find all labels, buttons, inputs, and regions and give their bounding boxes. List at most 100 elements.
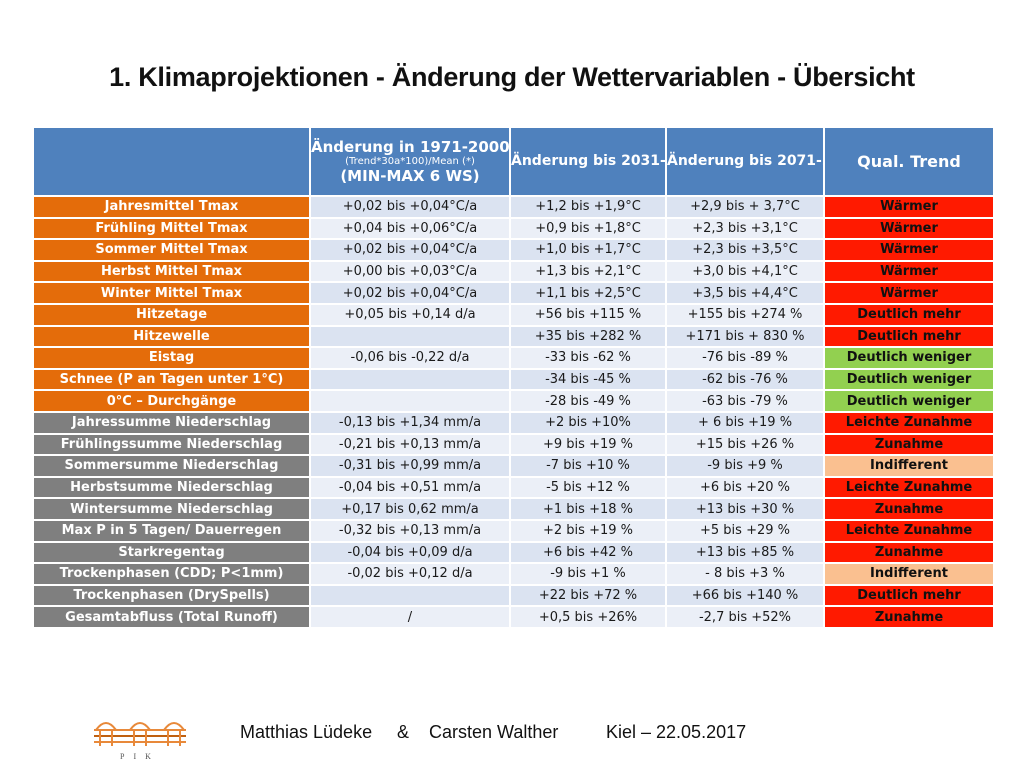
trend-cell: Wärmer	[823, 259, 995, 284]
table-row: Trockenphasen (DrySpells) +22 bis +72 % +6…	[32, 583, 995, 608]
footer-author-1: Matthias Lüdeke	[240, 722, 373, 742]
cell-2031-2060: -9 bis +1 %	[509, 562, 667, 586]
trend-cell: Deutlich weniger	[823, 367, 995, 392]
pik-logo: PIK	[94, 722, 186, 761]
page-title: 1. Klimaprojektionen - Änderung der Wett…	[109, 62, 915, 92]
cell-2031-2060: +0,5 bis +26%	[509, 605, 667, 629]
trend-cell: Wärmer	[823, 281, 995, 305]
footer-place-date: Kiel – 22.05.2017	[606, 722, 747, 742]
cell-2031-2060: +6 bis +42 %	[509, 540, 667, 565]
cell-2071-2100: +2,3 bis +3,1°C	[665, 216, 825, 241]
trend-cell: Zunahme	[823, 497, 995, 521]
cell-2031-2060: +1,1 bis +2,5°C	[509, 281, 667, 305]
trend-cell: Wärmer	[823, 195, 995, 219]
header-col1-main: Änderung in 1971-2000	[311, 137, 510, 156]
cell-2071-2100: +171 bis + 830 %	[665, 324, 825, 349]
header-blank	[32, 126, 311, 197]
row-label: Gesamtabfluss (Total Runoff)	[32, 605, 311, 629]
table-row: Schnee (P an Tagen unter 1°C) -34 bis -45…	[32, 367, 995, 392]
table-row: Winter Mittel Tmax +0,02 bis +0,04°C/a +1,…	[32, 281, 995, 305]
trend-cell: Leichte Zunahme	[823, 518, 995, 543]
trend-cell: Deutlich mehr	[823, 324, 995, 349]
trend-cell: Indifferent	[823, 562, 995, 586]
table-row: Frühling Mittel Tmax +0,04 bis +0,06°C/a +…	[32, 216, 995, 241]
table-row: Sommer Mittel Tmax +0,02 bis +0,04°C/a +1,…	[32, 238, 995, 262]
trend-cell: Deutlich weniger	[823, 389, 995, 413]
cell-1971-2000	[309, 367, 511, 392]
table-row: Max P in 5 Tagen/ Dauerregen -0,32 bis +0…	[32, 518, 995, 543]
table-row: Hitzetage +0,05 bis +0,14 d/a +56 bis +115…	[32, 302, 995, 327]
cell-2071-2100: + 6 bis +19 %	[665, 410, 825, 435]
cell-2031-2060: +22 bis +72 %	[509, 583, 667, 608]
cell-2031-2060: +9 bis +19 %	[509, 432, 667, 457]
row-label: Jahressumme Niederschlag	[32, 410, 311, 435]
cell-1971-2000: +0,17 bis 0,62 mm/a	[309, 497, 511, 521]
cell-1971-2000: -0,32 bis +0,13 mm/a	[309, 518, 511, 543]
row-label: Schnee (P an Tagen unter 1°C)	[32, 367, 311, 392]
cell-1971-2000: -0,31 bis +0,99 mm/a	[309, 454, 511, 478]
table-row: 0°C – Durchgänge -28 bis -49 % -63 bis -79…	[32, 389, 995, 413]
cell-2031-2060: -28 bis -49 %	[509, 389, 667, 413]
trend-cell: Zunahme	[823, 540, 995, 565]
table-row: Trockenphasen (CDD; P<1mm) -0,02 bis +0,1…	[32, 562, 995, 586]
trend-cell: Deutlich weniger	[823, 346, 995, 370]
cell-1971-2000: +0,04 bis +0,06°C/a	[309, 216, 511, 241]
trend-cell: Leichte Zunahme	[823, 410, 995, 435]
cell-2071-2100: +3,0 bis +4,1°C	[665, 259, 825, 284]
cell-2031-2060: +0,9 bis +1,8°C	[509, 216, 667, 241]
row-label: Sommersumme Niederschlag	[32, 454, 311, 478]
header-col4: Qual. Trend	[823, 126, 995, 197]
cell-2031-2060: -5 bis +12 %	[509, 475, 667, 500]
cell-2071-2100: -62 bis -76 %	[665, 367, 825, 392]
cell-1971-2000	[309, 389, 511, 413]
cell-2071-2100: +2,3 bis +3,5°C	[665, 238, 825, 262]
header-col1-sub: (Trend*30a*100)/Mean (*)	[345, 155, 475, 167]
cell-1971-2000	[309, 583, 511, 608]
trend-cell: Indifferent	[823, 454, 995, 478]
header-col2: Änderung bis 2031-2060 (*) (MIN-MAX 9 GZ…	[509, 126, 667, 197]
cell-2031-2060: +1,2 bis +1,9°C	[509, 195, 667, 219]
cell-1971-2000: -0,21 bis +0,13 mm/a	[309, 432, 511, 457]
trend-cell: Wärmer	[823, 238, 995, 262]
table-row: Starkregentag -0,04 bis +0,09 d/a +6 bis +…	[32, 540, 995, 565]
header-col1: Änderung in 1971-2000 (Trend*30a*100)/Me…	[309, 126, 511, 197]
cell-1971-2000: -0,02 bis +0,12 d/a	[309, 562, 511, 586]
cell-2031-2060: -34 bis -45 %	[509, 367, 667, 392]
table-row: Wintersumme Niederschlag +0,17 bis 0,62 m…	[32, 497, 995, 521]
cell-1971-2000	[309, 324, 511, 349]
cell-2071-2100: -76 bis -89 %	[665, 346, 825, 370]
cell-1971-2000: -0,06 bis -0,22 d/a	[309, 346, 511, 370]
trend-cell: Deutlich mehr	[823, 583, 995, 608]
row-label: Starkregentag	[32, 540, 311, 565]
cell-2071-2100: -63 bis -79 %	[665, 389, 825, 413]
header-col3: Änderung bis 2071-2100 (*) (MIN-MAX 9 GZ…	[665, 126, 825, 197]
table-row: Herbstsumme Niederschlag -0,04 bis +0,51 …	[32, 475, 995, 500]
cell-2031-2060: -33 bis -62 %	[509, 346, 667, 370]
row-label: Herbst Mittel Tmax	[32, 259, 311, 284]
cell-2071-2100: +6 bis +20 %	[665, 475, 825, 500]
row-label: Eistag	[32, 346, 311, 370]
cell-2071-2100: +3,5 bis +4,4°C	[665, 281, 825, 305]
pik-logo-text: PIK	[120, 752, 160, 761]
row-label: Trockenphasen (CDD; P<1mm)	[32, 562, 311, 586]
cell-2031-2060: +1 bis +18 %	[509, 497, 667, 521]
cell-1971-2000: -0,13 bis +1,34 mm/a	[309, 410, 511, 435]
table-row: Sommersumme Niederschlag -0,31 bis +0,99 …	[32, 454, 995, 478]
cell-2031-2060: +56 bis +115 %	[509, 302, 667, 327]
row-label: Jahresmittel Tmax	[32, 195, 311, 219]
row-label: Wintersumme Niederschlag	[32, 497, 311, 521]
cell-2071-2100: +66 bis +140 %	[665, 583, 825, 608]
cell-2071-2100: +5 bis +29 %	[665, 518, 825, 543]
cell-2071-2100: -2,7 bis +52%	[665, 605, 825, 629]
cell-2031-2060: +2 bis +19 %	[509, 518, 667, 543]
cell-2071-2100: +2,9 bis + 3,7°C	[665, 195, 825, 219]
table-row: Jahresmittel Tmax +0,02 bis +0,04°C/a +1,2…	[32, 195, 995, 219]
cell-2031-2060: +1,0 bis +1,7°C	[509, 238, 667, 262]
table-row: Eistag -0,06 bis -0,22 d/a -33 bis -62 % -7…	[32, 346, 995, 370]
trend-cell: Wärmer	[823, 216, 995, 241]
cell-2071-2100: - 8 bis +3 %	[665, 562, 825, 586]
cell-2071-2100: +13 bis +85 %	[665, 540, 825, 565]
cell-2031-2060: +2 bis +10%	[509, 410, 667, 435]
table-row: Herbst Mittel Tmax +0,00 bis +0,03°C/a +1,…	[32, 259, 995, 284]
cell-2031-2060: +35 bis +282 %	[509, 324, 667, 349]
